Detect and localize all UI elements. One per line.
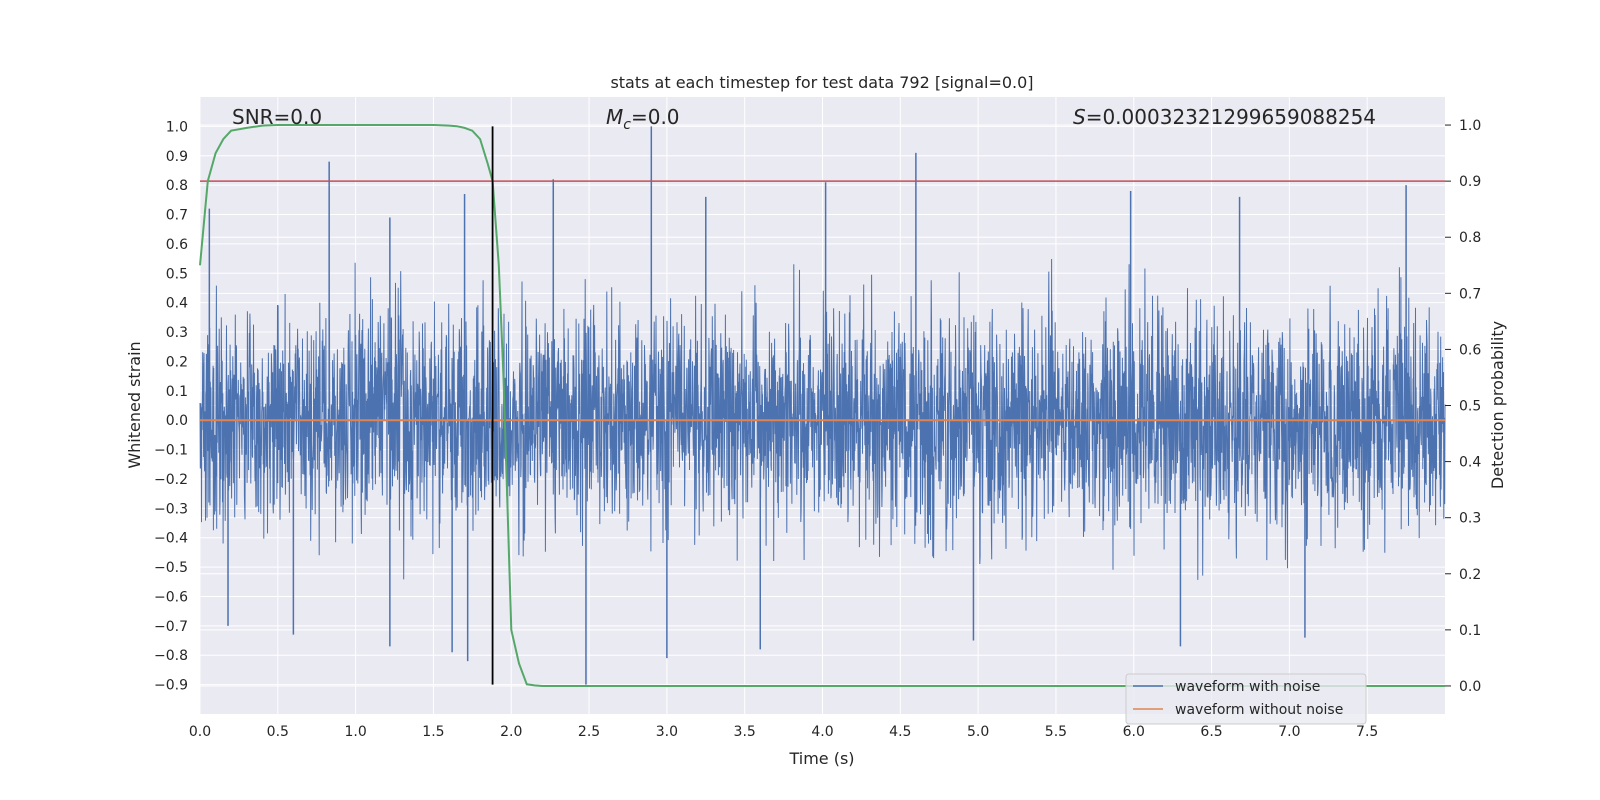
x-tick-label: 0.0 bbox=[189, 724, 211, 740]
y-tick-label: −0.2 bbox=[154, 472, 188, 488]
chart-title: stats at each timestep for test data 792… bbox=[610, 73, 1033, 92]
y-tick-label: −0.7 bbox=[154, 619, 188, 635]
y-tick-label: −0.5 bbox=[154, 560, 188, 576]
x-tick-label: 1.5 bbox=[422, 724, 444, 740]
y-tick-label-right: 0.7 bbox=[1459, 286, 1481, 302]
annotation-mc-value: =0.0 bbox=[631, 105, 680, 129]
y-tick-label: −0.8 bbox=[154, 648, 188, 664]
annotation-snr: SNR=0.0 bbox=[232, 105, 322, 129]
legend: waveform with noise waveform without noi… bbox=[1125, 673, 1367, 725]
y-tick-label-right: 0.8 bbox=[1459, 230, 1481, 246]
series-detection-probability bbox=[199, 124, 1445, 687]
y-tick-label-right: 1.0 bbox=[1459, 118, 1481, 134]
y-tick-label: 0.4 bbox=[166, 296, 188, 312]
y-tick-label-right: 0.3 bbox=[1459, 511, 1481, 527]
noise-series bbox=[199, 126, 1446, 685]
y-tick-label-right: 0.0 bbox=[1459, 679, 1481, 695]
legend-label-clean: waveform without noise bbox=[1175, 702, 1343, 718]
y-tick-label: 0.8 bbox=[166, 178, 188, 194]
axes: 0.0 0.5 1.0 1.5 2.0 2.5 3.0 3.5 4.0 4.5 5.0 5.5 6.0 6… bbox=[154, 118, 1481, 740]
x-axis-label: Time (s) bbox=[788, 749, 854, 768]
x-tick-label: 5.0 bbox=[967, 724, 989, 740]
x-tick-label: 4.5 bbox=[889, 724, 911, 740]
x-tick-label: 3.0 bbox=[656, 724, 678, 740]
annotation-s-value: =0.0003232129965908825​4 bbox=[1086, 105, 1376, 129]
y-tick-label: 0.5 bbox=[166, 266, 188, 282]
x-tick-label: 0.5 bbox=[267, 724, 289, 740]
y-tick-label-right: 0.5 bbox=[1459, 399, 1481, 415]
y-tick-label-right: 0.9 bbox=[1459, 174, 1481, 190]
x-tick-label: 3.5 bbox=[734, 724, 756, 740]
y-axis-label: Whitened strain bbox=[125, 341, 144, 468]
y-tick-label: −0.4 bbox=[154, 531, 188, 547]
y-tick-label: −0.9 bbox=[154, 678, 188, 694]
y-tick-label-right: 0.4 bbox=[1459, 455, 1481, 471]
y-tick-label-right: 0.1 bbox=[1459, 623, 1481, 639]
x-tick-label: 7.0 bbox=[1278, 724, 1300, 740]
annotation-mc-symbol: M bbox=[606, 105, 623, 129]
x-tick-label: 5.5 bbox=[1045, 724, 1067, 740]
y-axis-label-right: Detection probability bbox=[1488, 321, 1507, 489]
y-tick-label: 0.9 bbox=[166, 149, 188, 165]
x-tick-label: 1.0 bbox=[344, 724, 366, 740]
annotation-mc: Mc=0.0 bbox=[606, 105, 680, 133]
annotation-mc-subscript: c bbox=[623, 117, 631, 133]
y-tick-label: 0.6 bbox=[166, 237, 188, 253]
legend-label-noise: waveform with noise bbox=[1175, 679, 1320, 695]
y-tick-label: −0.6 bbox=[154, 589, 188, 605]
annotation-s: S=0.0003232129965908825​4 bbox=[1073, 105, 1376, 129]
y-tick-label: 0.7 bbox=[166, 208, 188, 224]
x-tick-label: 4.0 bbox=[811, 724, 833, 740]
y-tick-label-right: 0.6 bbox=[1459, 342, 1481, 358]
y-tick-label: 0.0 bbox=[166, 413, 188, 429]
series-waveform-with-noise bbox=[199, 258, 1446, 580]
y-tick-label: 1.0 bbox=[166, 119, 188, 135]
y-tick-label: 0.1 bbox=[166, 384, 188, 400]
x-tick-label: 2.0 bbox=[500, 724, 522, 740]
y-tick-label: −0.1 bbox=[154, 443, 188, 459]
legend-box bbox=[1125, 673, 1367, 725]
y-tick-label: −0.3 bbox=[154, 501, 188, 517]
x-tick-label: 7.5 bbox=[1356, 724, 1378, 740]
line-series bbox=[199, 124, 1445, 687]
y-tick-label-right: 0.2 bbox=[1459, 567, 1481, 583]
x-tick-label: 2.5 bbox=[578, 724, 600, 740]
y-tick-label: 0.2 bbox=[166, 354, 188, 370]
x-tick-label: 6.5 bbox=[1200, 724, 1222, 740]
annotation-s-symbol: S bbox=[1073, 105, 1086, 129]
x-tick-label: 6.0 bbox=[1123, 724, 1145, 740]
y-tick-label: 0.3 bbox=[166, 325, 188, 341]
